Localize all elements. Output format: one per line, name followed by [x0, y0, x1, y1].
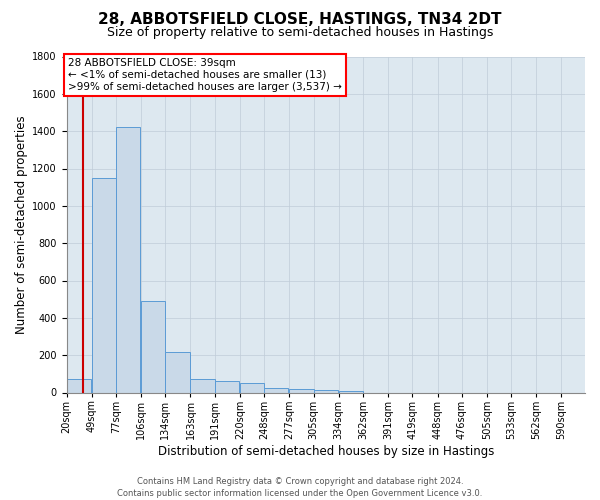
Bar [190, 378, 215, 392]
Bar [67, 378, 91, 392]
Text: 28, ABBOTSFIELD CLOSE, HASTINGS, TN34 2DT: 28, ABBOTSFIELD CLOSE, HASTINGS, TN34 2D… [98, 12, 502, 28]
Y-axis label: Number of semi-detached properties: Number of semi-detached properties [15, 115, 28, 334]
Text: Contains HM Land Registry data © Crown copyright and database right 2024.
Contai: Contains HM Land Registry data © Crown c… [118, 476, 482, 498]
Bar [289, 389, 314, 392]
Bar [314, 390, 338, 392]
Bar [166, 352, 190, 393]
Text: Size of property relative to semi-detached houses in Hastings: Size of property relative to semi-detach… [107, 26, 493, 39]
Bar [264, 388, 289, 392]
X-axis label: Distribution of semi-detached houses by size in Hastings: Distribution of semi-detached houses by … [158, 444, 494, 458]
Bar [215, 382, 239, 392]
Bar [339, 391, 363, 392]
Bar [240, 383, 264, 392]
Text: 28 ABBOTSFIELD CLOSE: 39sqm
← <1% of semi-detached houses are smaller (13)
>99% : 28 ABBOTSFIELD CLOSE: 39sqm ← <1% of sem… [68, 58, 342, 92]
Bar [116, 128, 140, 392]
Bar [141, 301, 166, 392]
Bar [92, 178, 116, 392]
